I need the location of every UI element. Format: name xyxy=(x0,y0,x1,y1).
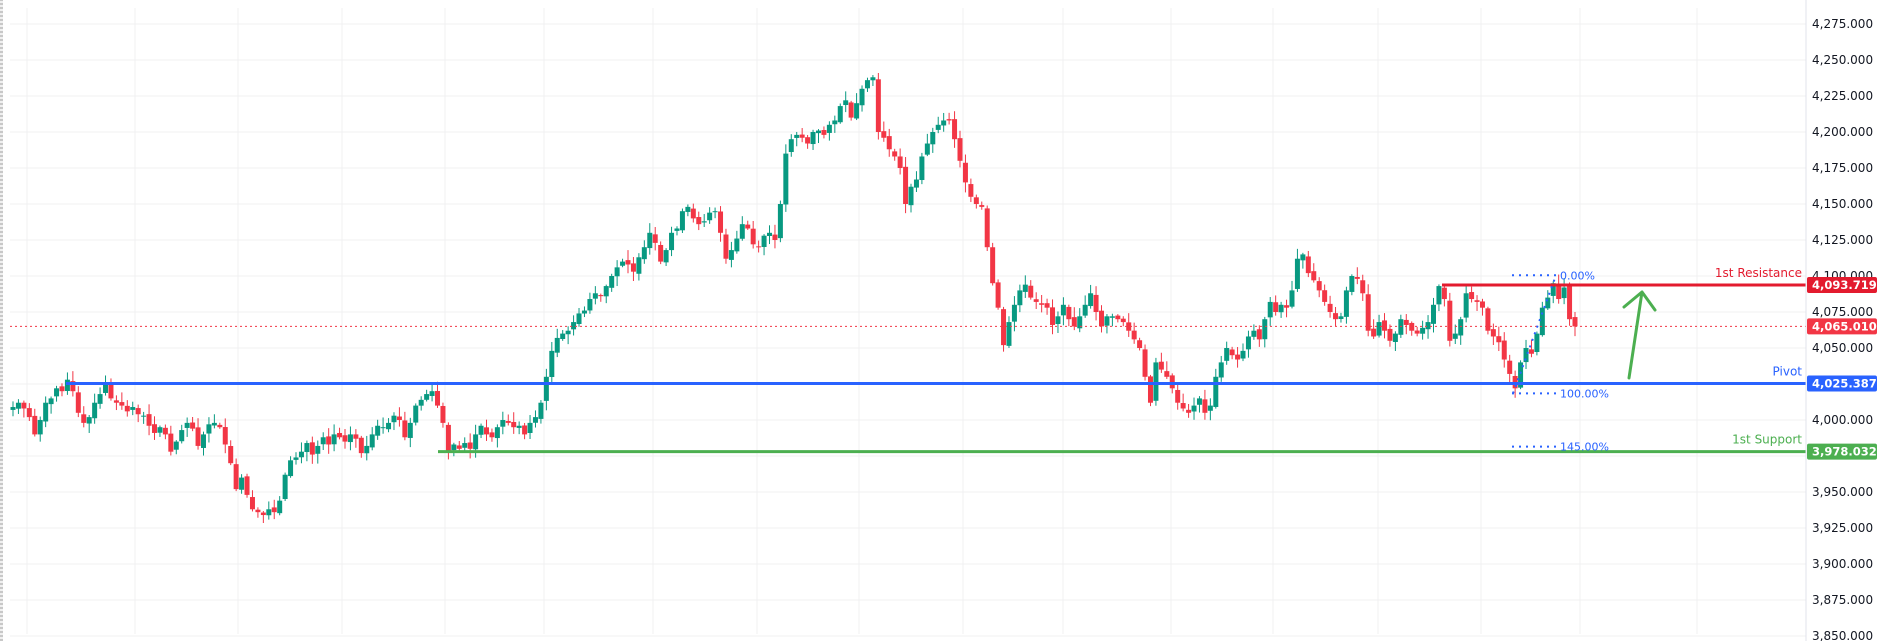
price-tags: 4,093.719 4,065.010 4,025.387 3,978.032 xyxy=(1807,277,1877,460)
current-price-tag xyxy=(1807,318,1877,335)
price-tick-label: 3,925.000 xyxy=(1812,521,1873,535)
left-edge-border xyxy=(0,0,3,641)
price-tick-label: 4,250.000 xyxy=(1812,53,1873,67)
price-tick-label: 3,900.000 xyxy=(1812,557,1873,571)
pivot-price-tag xyxy=(1807,375,1877,392)
price-tick-label: 4,000.000 xyxy=(1812,413,1873,427)
candles xyxy=(10,73,1578,524)
price-tick-label: 4,150.000 xyxy=(1812,197,1873,211)
support-price-tag-text: 3,978.032 xyxy=(1812,445,1877,459)
support-label: 1st Support xyxy=(1732,433,1802,447)
support-price-tag xyxy=(1807,443,1877,460)
price-tick-label: 4,175.000 xyxy=(1812,161,1873,175)
price-tick-label: 3,875.000 xyxy=(1812,593,1873,607)
fib-level-145-label: 145.00% xyxy=(1560,441,1609,454)
price-levels: 1st Resistance Pivot 1st Support xyxy=(10,266,1806,454)
grid-lines xyxy=(10,8,1806,637)
price-tick-label: 4,125.000 xyxy=(1812,233,1873,247)
price-tick-label: 4,225.000 xyxy=(1812,89,1873,103)
pivot-price-tag-text: 4,025.387 xyxy=(1812,376,1877,390)
pivot-label: Pivot xyxy=(1773,364,1803,378)
price-tick-label: 4,275.000 xyxy=(1812,17,1873,31)
fib-level-0-label: 0.00% xyxy=(1560,269,1595,282)
price-tick-label: 4,075.000 xyxy=(1812,305,1873,319)
price-tick-label: 4,200.000 xyxy=(1812,125,1873,139)
fibonacci-retracement[interactable]: 0.00% 100.00% 145.00% xyxy=(1512,269,1609,454)
green-up-arrow-icon[interactable] xyxy=(1622,290,1657,380)
resistance-price-tag xyxy=(1807,277,1877,294)
resistance-price-tag-text: 4,093.719 xyxy=(1812,278,1877,292)
price-tick-label: 3,850.000 xyxy=(1812,629,1873,641)
fib-level-100-label: 100.00% xyxy=(1560,387,1609,400)
current-price-tag-text: 4,065.010 xyxy=(1812,319,1877,333)
price-tick-label: 4,050.000 xyxy=(1812,341,1873,355)
resistance-label: 1st Resistance xyxy=(1715,266,1802,280)
price-tick-label: 3,950.000 xyxy=(1812,485,1873,499)
